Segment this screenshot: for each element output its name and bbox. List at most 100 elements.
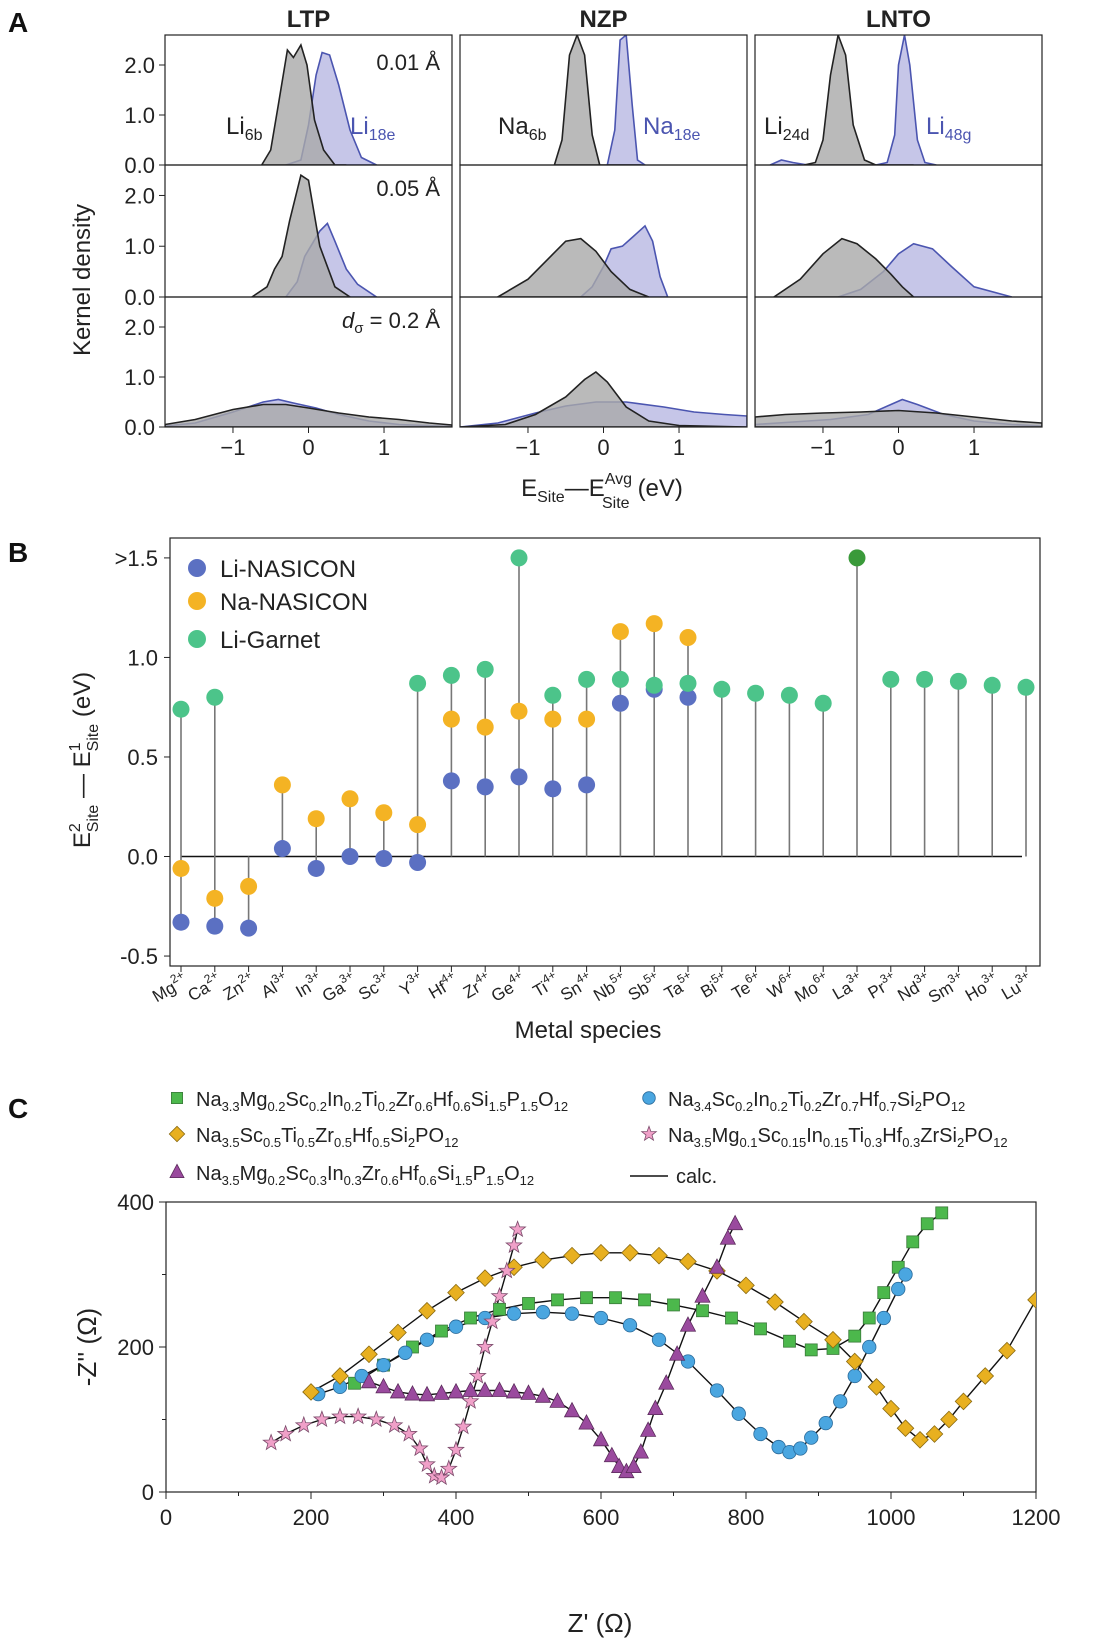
panel-b-frame	[169, 537, 1041, 967]
marker-circle	[891, 1281, 906, 1297]
x-tick-label: −1	[515, 435, 540, 460]
marker-triangle	[726, 1214, 744, 1231]
marker-star	[447, 1440, 465, 1458]
x-tick-label: Sb5+	[623, 968, 664, 1005]
marker-star	[454, 1417, 473, 1435]
formula-subscript: 1.5	[489, 1099, 507, 1114]
point-li-nasicon	[273, 840, 291, 858]
formula-subscript: 2	[408, 1135, 415, 1150]
legend-marker	[188, 592, 206, 610]
marker-star	[385, 1415, 404, 1433]
formula-subscript: 0.6	[415, 1099, 433, 1114]
point-na-nasicon	[645, 615, 663, 633]
charge: 5+	[708, 968, 727, 987]
formula-element: P	[507, 1089, 520, 1111]
marker-triangle	[534, 1387, 552, 1403]
y-tick-label: 200	[117, 1335, 154, 1360]
formula-element: Ti	[788, 1089, 804, 1111]
marker-star	[294, 1415, 313, 1433]
marker-triangle	[647, 1399, 664, 1416]
point-li-garnet	[578, 670, 596, 688]
charge: 4+	[539, 968, 558, 987]
formula-subscript: 0.3	[309, 1173, 327, 1188]
x-tick-label: Mg2+	[147, 968, 191, 1007]
formula-element: Ti	[281, 1125, 297, 1147]
marker-star	[312, 1410, 331, 1428]
column-title: LTP	[287, 6, 331, 33]
marker-diamond	[976, 1367, 995, 1385]
formula-element: Na	[668, 1125, 694, 1147]
marker-diamond	[925, 1425, 944, 1443]
marker-square	[696, 1304, 709, 1318]
formula-subscript: 0.5	[297, 1135, 315, 1150]
x-tick-label: −1	[220, 435, 245, 460]
charge: 3+	[303, 968, 322, 987]
marker-triangle	[603, 1446, 621, 1463]
marker-diamond	[998, 1341, 1016, 1360]
kde-cell	[769, 35, 937, 165]
formula-element: Hf	[352, 1125, 372, 1147]
y-tick-label: 0.5	[127, 745, 158, 770]
marker-diamond	[911, 1430, 929, 1449]
site-label-right: Li48g	[926, 113, 971, 144]
kde-cell	[496, 224, 669, 297]
marker-diamond	[679, 1252, 697, 1271]
column-title: NZP	[580, 6, 628, 33]
formula-element: Zr	[822, 1089, 841, 1111]
point-na-nasicon	[240, 877, 258, 895]
point-li-garnet	[983, 676, 1001, 694]
marker-diamond	[592, 1243, 610, 1262]
site-sub: 18e	[369, 127, 396, 144]
formula-element: O	[978, 1125, 994, 1147]
site-el: Li	[926, 113, 945, 140]
marker-square	[848, 1329, 862, 1343]
point-li-nasicon	[206, 917, 224, 935]
formula-subscript: 3.3	[222, 1099, 240, 1114]
marker-circle	[898, 1267, 913, 1282]
x-tick-label: W6+	[762, 968, 799, 1003]
marker-triangle	[578, 1414, 595, 1430]
formula-element: O	[504, 1163, 520, 1185]
y-tick-label: 0.0	[124, 415, 155, 440]
point-li-nasicon	[510, 768, 528, 786]
marker-diamond	[168, 1125, 186, 1143]
formula-element: Ti	[362, 1089, 378, 1111]
site-label-left: Li6b	[226, 113, 263, 144]
marker-triangle	[658, 1374, 675, 1390]
formula-subscript: 2	[915, 1099, 922, 1114]
marker-star	[640, 1125, 658, 1142]
formula-subscript: 0.15	[823, 1135, 848, 1150]
marker-circle	[535, 1305, 551, 1320]
site-sub: 6b	[529, 127, 547, 144]
formula-element: Sc	[286, 1163, 309, 1185]
row-label: 0.05 Å	[376, 176, 440, 201]
x-tick-label: Y3+	[394, 968, 427, 1000]
marker-square	[804, 1343, 818, 1357]
marker-circle	[376, 1357, 391, 1373]
point-li-garnet	[476, 660, 494, 678]
site-sub: 18e	[674, 127, 701, 144]
marker-square	[783, 1334, 796, 1348]
marker-triangle	[610, 1457, 628, 1474]
site-el: Na	[643, 113, 674, 140]
marker-triangle	[592, 1430, 610, 1447]
marker-star	[476, 1337, 494, 1355]
legend-label: Na3.3​Mg0.2​Sc0.2​In0.2​Ti0.2​Zr0.6​Hf0.…	[196, 1089, 568, 1114]
marker-circle	[564, 1306, 580, 1321]
marker-diamond	[867, 1378, 886, 1396]
panel-a: A Kernel density LTP NZP LNTO −1 0 1 −1 0 1 −1 0 1…	[8, 6, 1043, 512]
calc-line	[310, 1252, 1036, 1441]
marker-triangle	[169, 1163, 185, 1178]
point-na-nasicon	[611, 623, 629, 641]
marker-diamond	[1027, 1291, 1036, 1309]
panel-c-legend: Na3.3​Mg0.2​Sc0.2​In0.2​Ti0.2​Zr0.6​Hf0.…	[168, 1089, 1008, 1188]
legend-label: Na3.4​Sc0.2​In0.2​Ti0.2​Zr0.7​Hf0.7​Si2​…	[668, 1089, 965, 1114]
x-tick-label: Pr3+	[863, 968, 901, 1003]
marker-diamond	[360, 1345, 378, 1364]
marker-triangle	[679, 1316, 697, 1332]
legend-label: Li-Garnet	[220, 627, 320, 654]
marker-triangle	[520, 1384, 537, 1400]
formula-subscript: 3.5	[222, 1135, 240, 1150]
point-na-nasicon	[172, 859, 190, 877]
kde-cell	[772, 237, 1013, 297]
